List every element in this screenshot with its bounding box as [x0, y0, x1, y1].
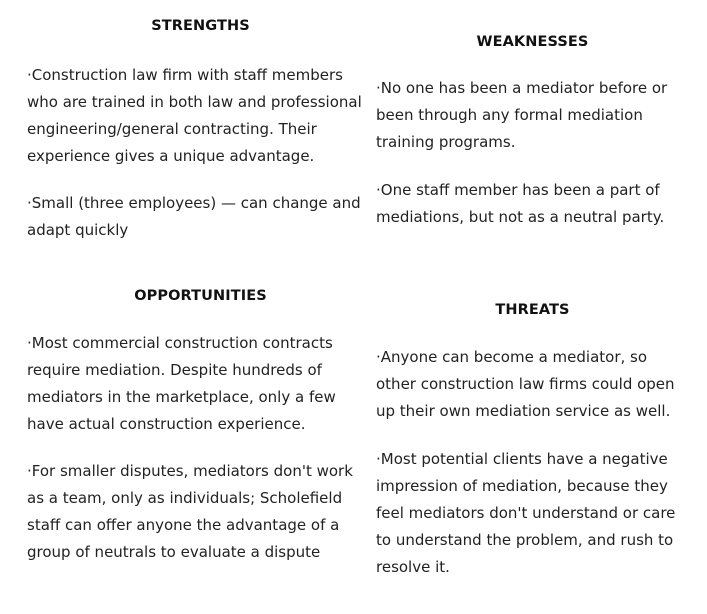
weaknesses-item-1: ·No one has been a mediator before or be… — [376, 79, 668, 151]
strengths-heading: STRENGTHS — [151, 18, 250, 34]
weaknesses-item-2: ·One staff member has been a part of med… — [376, 181, 665, 226]
threats-heading: THREATS — [495, 302, 570, 318]
weaknesses-heading: WEAKNESSES — [476, 34, 589, 50]
opportunities-item-1: ·Most commercial construction contracts … — [27, 334, 336, 433]
opportunities-heading: OPPORTUNITIES — [134, 288, 267, 304]
strengths-item-1: ·Construction law firm with staff member… — [27, 66, 362, 165]
opportunities-item-2: ·For smaller disputes, mediators don't w… — [27, 462, 353, 561]
threats-item-2: ·Most potential clients have a negative … — [376, 450, 676, 576]
strengths-item-2: ·Small (three employees) — can change an… — [27, 194, 361, 239]
threats-item-1: ·Anyone can become a mediator, so other … — [376, 348, 675, 420]
